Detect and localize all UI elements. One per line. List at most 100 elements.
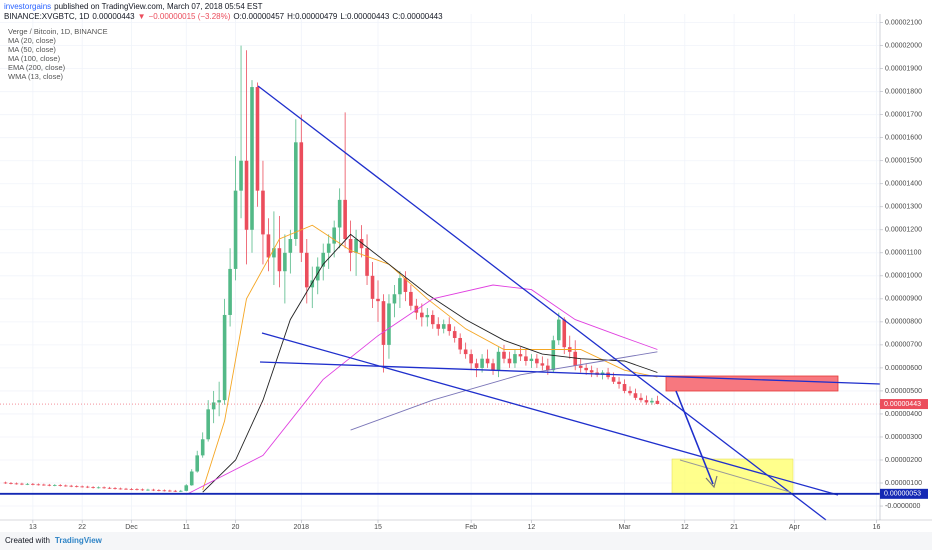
candle-body — [31, 483, 35, 485]
candle-body — [184, 485, 189, 491]
y-tick-label: 0.00001600 — [885, 135, 922, 142]
high: H:0.00000479 — [287, 12, 338, 21]
candle-body — [239, 160, 243, 191]
candle-body — [20, 483, 24, 485]
candle-body — [628, 390, 632, 394]
y-tick-label: 0.00001500 — [885, 158, 922, 165]
candle-body — [211, 402, 216, 410]
x-tick-label: Feb — [465, 524, 477, 531]
projection-line — [679, 459, 791, 493]
candle-body — [425, 314, 430, 318]
y-tick-label: 0.00000800 — [885, 319, 922, 326]
candle-body — [189, 471, 194, 486]
candle-body — [80, 486, 84, 488]
y-tick-label: 0.00001900 — [885, 65, 922, 72]
publish-line: investorgains published on TradingView.co… — [4, 2, 446, 12]
trend-line — [259, 361, 881, 385]
y-tick-label: 0.00002000 — [885, 42, 922, 49]
candle-body — [441, 324, 446, 329]
candle-body — [398, 278, 402, 295]
candle-body — [491, 363, 495, 371]
grid-layer — [0, 14, 880, 520]
trend-line — [257, 85, 827, 521]
change: −0.00000015 (−3.28%) — [148, 12, 231, 21]
candle-body — [480, 358, 484, 368]
candle-body — [135, 489, 139, 491]
candle-body — [310, 280, 315, 288]
legend-entry: MA (50, close) — [8, 45, 56, 54]
drawings — [0, 85, 881, 521]
candle-body — [85, 486, 90, 488]
candle-body — [74, 486, 79, 488]
x-tick-label: 2018 — [294, 524, 310, 531]
candle-body — [146, 489, 150, 491]
horizontal-line-label: 0.00000053 — [884, 491, 921, 498]
y-tick-label: 0.00001100 — [885, 250, 922, 257]
y-tick-label: -0.0000000 — [885, 503, 921, 510]
quote-line: BINANCE:XVGBTC, 1D 0.00000443 ▼ −0.00000015… — [4, 12, 446, 22]
x-tick-label: 11 — [183, 524, 190, 531]
candle-body — [420, 312, 424, 318]
target-box — [671, 458, 794, 495]
close: C:0.00000443 — [392, 12, 443, 21]
candle-body — [655, 400, 660, 405]
candle-body — [233, 190, 238, 269]
candle-body — [337, 199, 342, 228]
candle-body — [261, 190, 265, 235]
arrow — [675, 390, 714, 485]
header: investorgains published on TradingView.co… — [4, 2, 446, 22]
candle-body — [129, 488, 134, 490]
mark-layer — [0, 45, 880, 495]
candle-body — [244, 160, 249, 230]
candle-body — [206, 409, 210, 440]
candle-body — [540, 363, 545, 366]
candle-body — [9, 483, 13, 484]
candle-body — [365, 248, 369, 276]
candle-body — [69, 485, 74, 487]
candle-body — [113, 488, 117, 489]
open: O:0.00000457 — [233, 12, 285, 21]
candle-body — [42, 484, 46, 486]
y-tick-label: 0.00000100 — [885, 480, 922, 487]
candle-body — [469, 354, 473, 364]
candle-body — [3, 482, 8, 484]
x-tick-label: Dec — [125, 524, 138, 531]
candle-body — [496, 351, 501, 371]
x-tick-label: 12 — [527, 524, 535, 531]
candle-body — [140, 489, 145, 491]
candle-body — [288, 238, 293, 253]
candle-body — [562, 319, 567, 348]
candle-body — [518, 354, 523, 357]
candle-body — [617, 381, 621, 385]
x-tick-label: 15 — [374, 524, 382, 531]
candle-body — [376, 298, 380, 302]
candle-body — [168, 490, 172, 492]
candle-body — [387, 303, 391, 345]
y-tick-label: 0.00000200 — [885, 457, 922, 464]
candle-body — [578, 365, 583, 368]
candle-body — [414, 305, 419, 313]
y-tick-label: 0.00001000 — [885, 273, 922, 280]
candle-body — [58, 485, 63, 486]
candle-body — [124, 488, 128, 490]
candle-body — [348, 238, 353, 253]
brand: TradingView — [54, 536, 102, 545]
candle-body — [485, 358, 490, 364]
candle-body — [102, 487, 106, 489]
candle-body — [25, 483, 30, 485]
candle-body — [63, 485, 68, 487]
candle-body — [650, 400, 654, 403]
axes-layer: -0.0000000 0.00000100 0.00000200 0.00000300… — [0, 14, 932, 532]
candle-body — [118, 488, 123, 490]
price-axis-bg — [880, 14, 932, 532]
low: L:0.00000443 — [340, 12, 390, 21]
author: investorgains — [4, 2, 52, 11]
candle-body — [14, 483, 19, 485]
y-tick-label: 0.00000400 — [885, 411, 922, 418]
arrow: ▼ — [137, 12, 146, 21]
x-tick-label: 13 — [29, 524, 37, 531]
candle-body — [294, 142, 298, 239]
candle-body — [611, 377, 616, 382]
